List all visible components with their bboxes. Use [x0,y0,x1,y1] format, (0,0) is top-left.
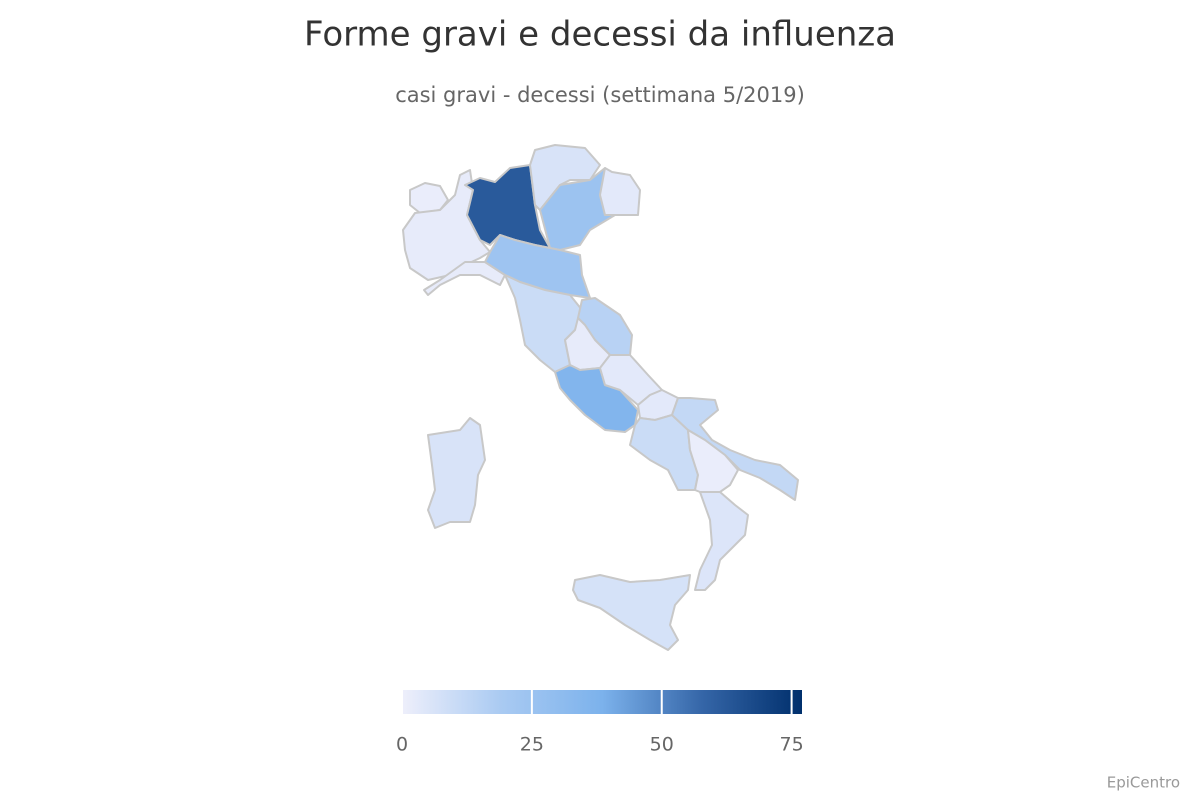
region [554,364,639,433]
region [464,164,551,249]
color-axis [402,690,802,714]
region [427,417,486,529]
region [572,574,691,651]
map [402,144,799,651]
color-tick-label: 50 [650,734,674,756]
region [687,429,739,493]
chart-title: Forme gravi e decessi da influenza [304,15,896,55]
color-tick-label: 0 [396,734,408,756]
region [423,261,506,296]
color-tick-label: 75 [780,734,804,756]
region [694,491,749,591]
chart-subtitle: casi gravi - decessi (settimana 5/2019) [395,83,805,107]
credits: EpiCentro [1107,774,1180,792]
region [599,167,641,216]
color-tick-label: 25 [520,734,544,756]
